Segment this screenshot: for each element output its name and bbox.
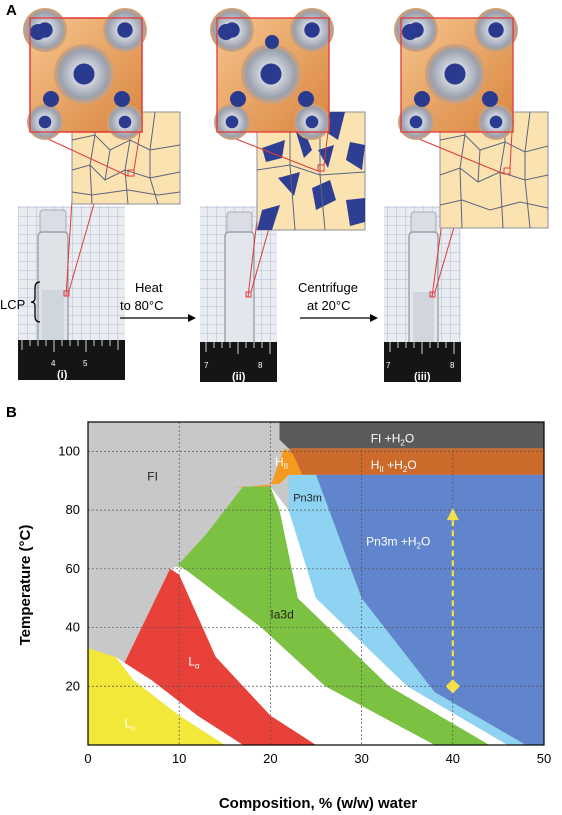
step-centrifuge: Centrifuge at 20°C <box>298 280 378 322</box>
label-hii-h2o: HII +H2O <box>371 458 417 474</box>
micelle-zoom-iii <box>394 8 518 140</box>
x-tick-label: 50 <box>537 751 551 766</box>
phase-diagram: FI FI +H2O HII +H2O HII Pn3m Pn3m +H2O I… <box>17 421 551 812</box>
region-ia3d <box>174 486 490 745</box>
tube-label-iii: (iii) <box>414 371 431 383</box>
y-tick-label: 40 <box>66 620 80 635</box>
label-hii: HII <box>275 455 288 471</box>
svg-text:7: 7 <box>386 361 391 370</box>
lcp-label: LCP <box>0 297 25 312</box>
x-axis-label: Composition, % (w/w) water <box>219 795 418 812</box>
column-ii: 7 8 (ii) <box>200 8 366 383</box>
gridlines <box>88 422 544 745</box>
region-fi-h2o <box>279 422 544 449</box>
svg-text:8: 8 <box>258 361 263 370</box>
label-fi-h2o: FI +H2O <box>371 432 414 448</box>
phase-regions <box>88 422 544 745</box>
x-tick-label: 40 <box>446 751 460 766</box>
label-lc: Lc <box>124 716 135 732</box>
sample-point-marker <box>445 679 460 694</box>
x-tick-label: 20 <box>263 751 277 766</box>
panel-a-illustration: 4 5 (i) LCP <box>0 8 549 383</box>
ruler <box>18 340 125 380</box>
y-tick-label: 80 <box>66 502 80 517</box>
ruler-tick-label: 5 <box>83 359 88 368</box>
lcp-sample <box>42 290 64 348</box>
panel-b-letter: B <box>6 404 17 421</box>
label-pn3m: Pn3m <box>293 492 322 504</box>
micelle-zoom-ii <box>210 8 334 140</box>
tube-label-ii: (ii) <box>232 371 246 383</box>
region-pn3m <box>288 474 526 745</box>
y-tick-label: 60 <box>66 561 80 576</box>
step2-line2: at 20°C <box>307 298 351 313</box>
two-phase-gap <box>115 656 243 745</box>
ruler-ticks <box>21 340 119 352</box>
column-iii: 7 8 (iii) <box>384 8 549 383</box>
region-lc <box>88 648 225 745</box>
ruler-tick-label: 4 <box>51 359 56 368</box>
arrow-up-icon <box>446 508 459 521</box>
micelle-zoom-i <box>23 8 147 140</box>
y-tick-label: 100 <box>58 443 80 458</box>
arrow-right-icon <box>188 314 196 322</box>
region-hii-h2o <box>288 448 544 475</box>
y-tick-label: 20 <box>66 678 80 693</box>
tube-label-i: (i) <box>57 369 68 381</box>
region-la <box>124 568 316 745</box>
x-tick-label: 30 <box>354 751 368 766</box>
axis-ticks: 0 10 20 30 40 50 20 40 60 80 100 <box>58 443 551 766</box>
arrow-right-icon <box>370 314 378 322</box>
label-fi: FI <box>147 470 158 484</box>
y-axis-label: Temperature (°C) <box>17 525 34 646</box>
column-i: 4 5 (i) LCP <box>0 8 181 381</box>
label-pn3m-h2o: Pn3m +H2O <box>366 534 430 550</box>
svg-text:8: 8 <box>450 361 455 370</box>
plot-frame <box>87 421 545 746</box>
water-channels <box>257 112 365 230</box>
region-hii <box>233 448 303 489</box>
label-la: Lα <box>188 655 200 671</box>
x-tick-label: 0 <box>84 751 91 766</box>
two-phase-gap <box>270 486 508 745</box>
x-tick-label: 10 <box>172 751 186 766</box>
step1-line2: to 80°C <box>120 298 164 313</box>
two-phase-gap <box>170 565 435 745</box>
label-ia3d: Ia3d <box>270 608 293 622</box>
svg-text:7: 7 <box>204 361 209 370</box>
tube-cap <box>39 209 67 235</box>
step1-line1: Heat <box>135 280 163 295</box>
panel-a-letter: A <box>6 2 17 19</box>
region-pn3m-h2o <box>316 474 544 745</box>
lcp-bracket <box>30 281 41 323</box>
step2-line1: Centrifuge <box>298 280 358 295</box>
step-heat: Heat to 80°C <box>120 280 196 322</box>
